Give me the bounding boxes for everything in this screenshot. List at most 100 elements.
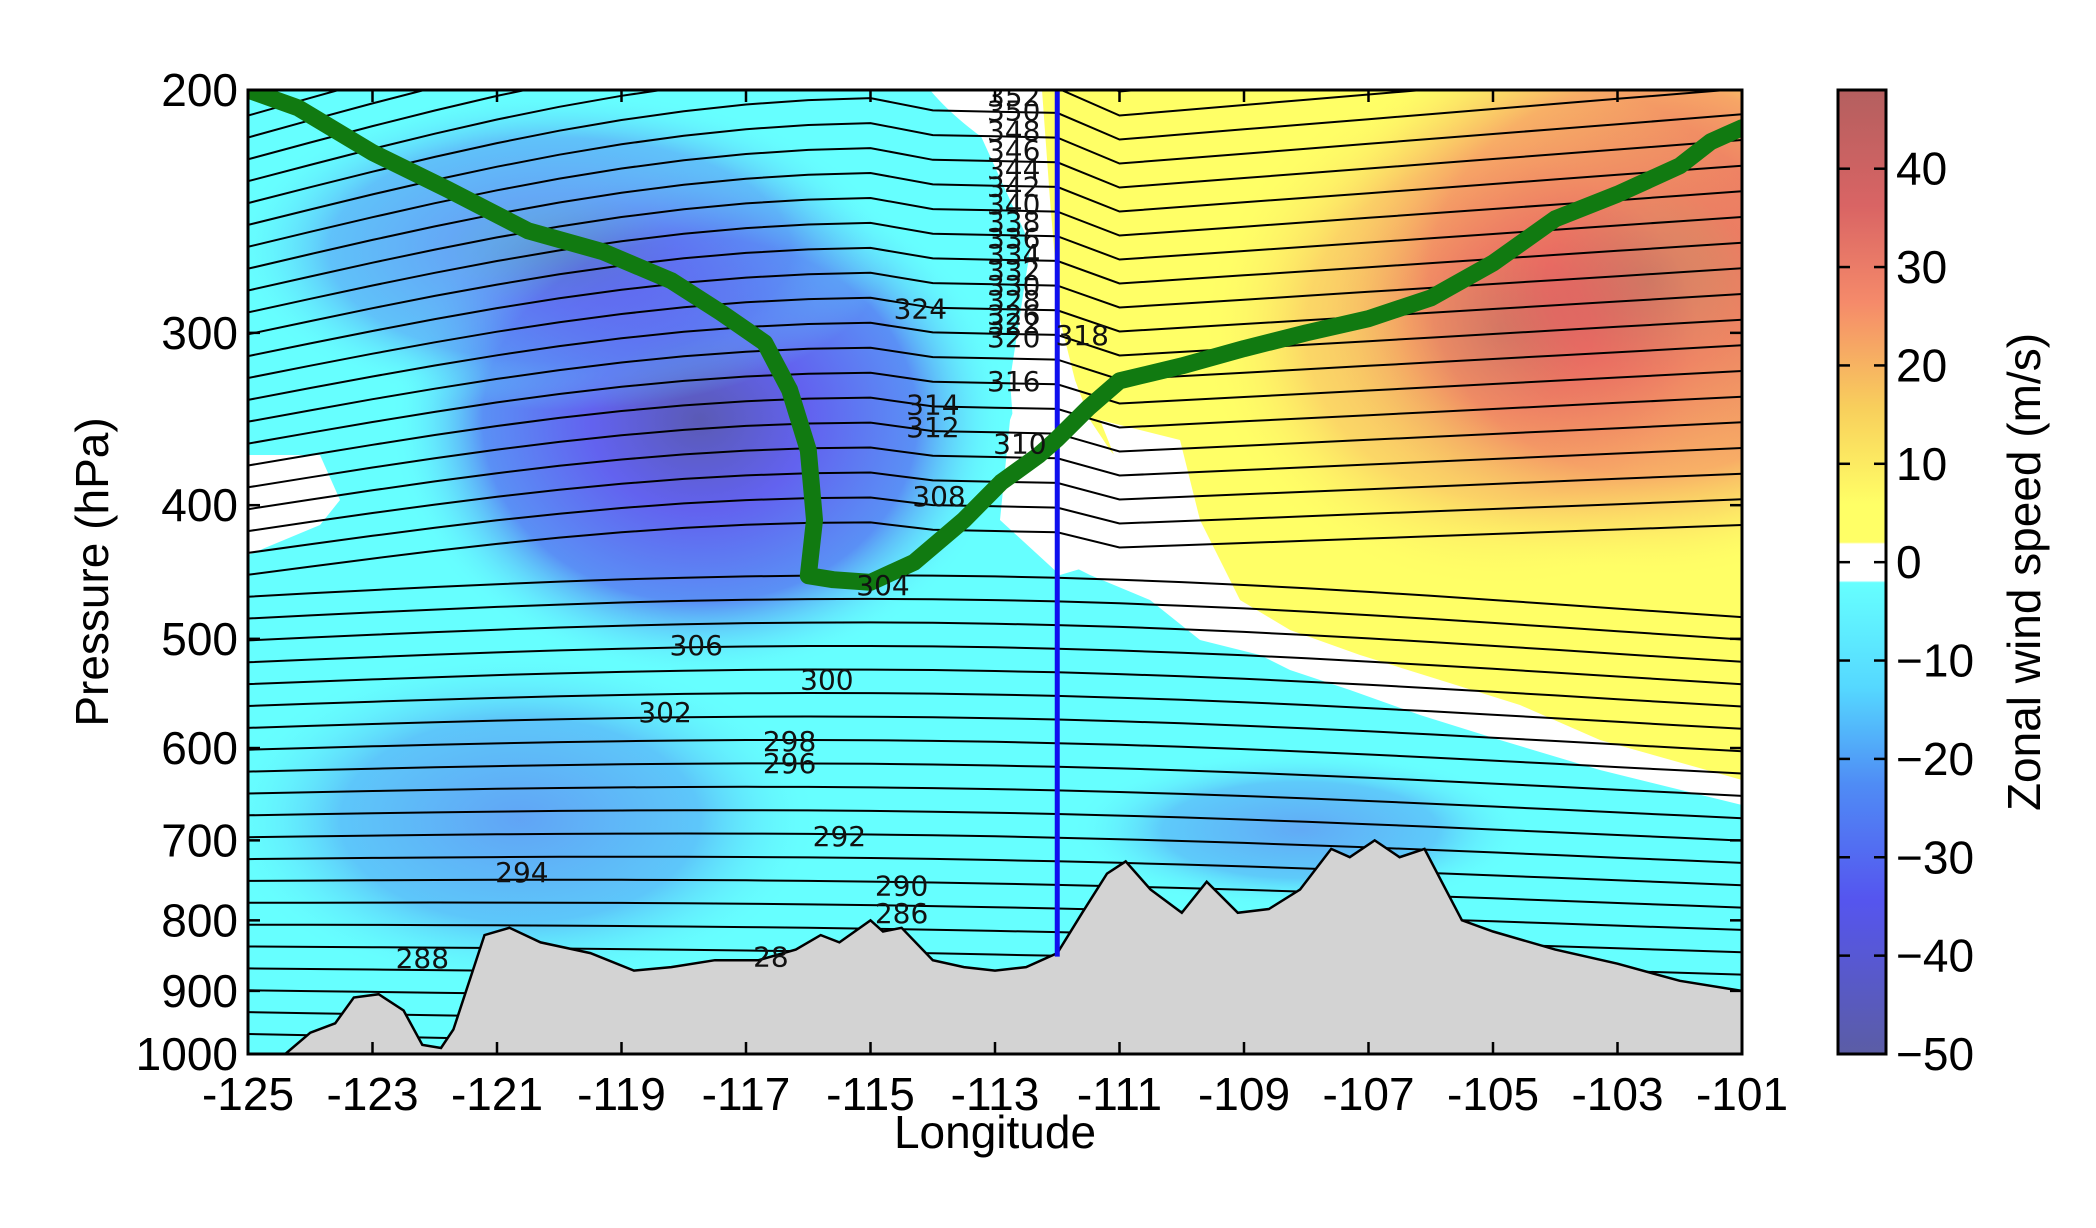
contour-label: 340 <box>987 188 1040 221</box>
x-tick-label: -125 <box>202 1068 294 1120</box>
isentrope-line <box>248 344 1742 423</box>
contour-label: 328 <box>987 284 1040 317</box>
isentrope-line <box>248 496 1742 554</box>
contour-label: 336 <box>987 222 1040 255</box>
isentrope-line <box>248 370 1742 445</box>
x-tick-label: -103 <box>1571 1068 1663 1120</box>
isentrope-line <box>248 762 1742 797</box>
x-tick-label: -119 <box>577 1068 666 1120</box>
isentrope-line <box>248 597 1742 641</box>
y-tick-label: 200 <box>161 64 238 116</box>
y-tick-label: 500 <box>161 613 238 665</box>
isentrope-line <box>248 318 1742 401</box>
easterly-lower <box>248 650 820 990</box>
colorbar-gradient <box>1836 88 1888 1056</box>
isentrope-line <box>248 0 1742 50</box>
contour-label: 296 <box>763 747 816 780</box>
contour-label: 290 <box>875 870 928 903</box>
terrain-fill <box>284 838 1742 1054</box>
x-tick-label: -113 <box>951 1068 1040 1120</box>
contour-label: 330 <box>987 269 1040 302</box>
y-tick-label: 900 <box>161 965 238 1017</box>
y-tick-label: 600 <box>161 722 238 774</box>
colorbar-tick-label: −40 <box>1896 930 1974 982</box>
isentrope-line <box>248 216 1742 314</box>
contour-label: 352 <box>987 80 1040 113</box>
y-tick-label: 400 <box>161 479 238 531</box>
isentrope-line <box>248 878 1742 909</box>
isentrope-line <box>248 190 1742 292</box>
colorbar-label: Zonal wind speed (m/s) <box>1998 333 2050 811</box>
isentrope-line <box>248 645 1742 686</box>
y-axis-label: Pressure (hPa) <box>66 417 118 726</box>
contour-label: 342 <box>987 171 1040 204</box>
contour-label: 316 <box>987 365 1040 398</box>
contour-label: 346 <box>987 134 1040 167</box>
isentrope-line <box>248 809 1742 842</box>
colorbar-ticks: 40 30 20 10 0 −10 −20 −30 −40 −50 <box>1838 143 1974 1080</box>
isentrope-line <box>248 739 1742 775</box>
contour-label: 288 <box>396 942 449 975</box>
contour-label: 332 <box>987 254 1040 287</box>
isentrope-line <box>248 832 1742 864</box>
colorbar: 40 30 20 10 0 −10 −20 −30 −40 −50 Zonal wind spee… <box>1836 88 2050 1080</box>
isentrope-line <box>248 691 1742 730</box>
isentrope-line <box>248 715 1742 753</box>
x-tick-label: -109 <box>1198 1068 1290 1120</box>
x-axis-label: Longitude <box>894 1106 1096 1158</box>
isentrope-line <box>248 293 1742 379</box>
contour-label: 292 <box>813 820 866 853</box>
isentrope-line <box>248 395 1742 467</box>
y-axis: 200 300 400 500 600 700 800 900 1000 <box>136 64 1742 1080</box>
colorbar-tick-label: 10 <box>1896 438 1947 490</box>
colorbar-tick-label: 40 <box>1896 143 1947 195</box>
isentrope-line <box>248 90 1435 183</box>
contour-label: 326 <box>987 299 1040 332</box>
isentrope-line <box>248 668 1742 708</box>
colorbar-tick-label: 20 <box>1896 339 1947 391</box>
x-tick-label: -107 <box>1322 1068 1414 1120</box>
contour-label: 308 <box>912 480 965 513</box>
contour-label: 322 <box>987 307 1040 340</box>
x-tick-label: -121 <box>451 1068 543 1120</box>
x-tick-label: -123 <box>326 1068 418 1120</box>
contour-label: 334 <box>987 238 1040 271</box>
colorbar-tick-label: 30 <box>1896 241 1947 293</box>
contour-label: 286 <box>875 897 928 930</box>
contour-label: 294 <box>495 856 548 889</box>
x-tick-label: -111 <box>1077 1068 1162 1120</box>
isentrope-contours <box>248 0 1742 1054</box>
isentrope-line <box>248 0 1742 72</box>
contour-label: 324 <box>894 292 947 325</box>
contour-labels: 3523503483463443423403383363343323303283… <box>396 80 1109 975</box>
calm-region-west <box>248 455 340 555</box>
isentrope-line <box>248 855 1742 887</box>
isentrope-line <box>248 267 1742 358</box>
y-tick-label: 800 <box>161 894 238 946</box>
contour-label: 314 <box>906 388 959 421</box>
isentrope-line <box>248 901 1742 931</box>
isentrope-line <box>248 90 265 95</box>
isentrope-line <box>248 113 1742 226</box>
isentrope-line <box>248 574 1742 619</box>
x-tick-label: -101 <box>1696 1068 1788 1120</box>
colorbar-tick-label: −30 <box>1896 831 1974 883</box>
colorbar-tick-label: 0 <box>1896 536 1922 588</box>
isentrope-line <box>248 521 1742 576</box>
isentrope-line <box>248 421 1742 489</box>
plot-area: 3523503483463443423403383363343323303283… <box>248 0 1742 1054</box>
contour-label: 348 <box>987 115 1040 148</box>
contour-label: 338 <box>987 205 1040 238</box>
contour-label: 306 <box>669 629 722 662</box>
y-tick-label: 700 <box>161 814 238 866</box>
y-tick-label: 300 <box>161 307 238 359</box>
isentrope-line <box>248 621 1742 663</box>
contour-label: 320 <box>987 321 1040 354</box>
contour-label: 344 <box>987 153 1040 186</box>
x-tick-label: -115 <box>826 1068 915 1120</box>
contour-label: 310 <box>993 428 1046 461</box>
contour-label: 304 <box>856 569 909 602</box>
westerly-jet-outer <box>1200 90 1742 590</box>
calm-band-east <box>1100 420 1742 805</box>
